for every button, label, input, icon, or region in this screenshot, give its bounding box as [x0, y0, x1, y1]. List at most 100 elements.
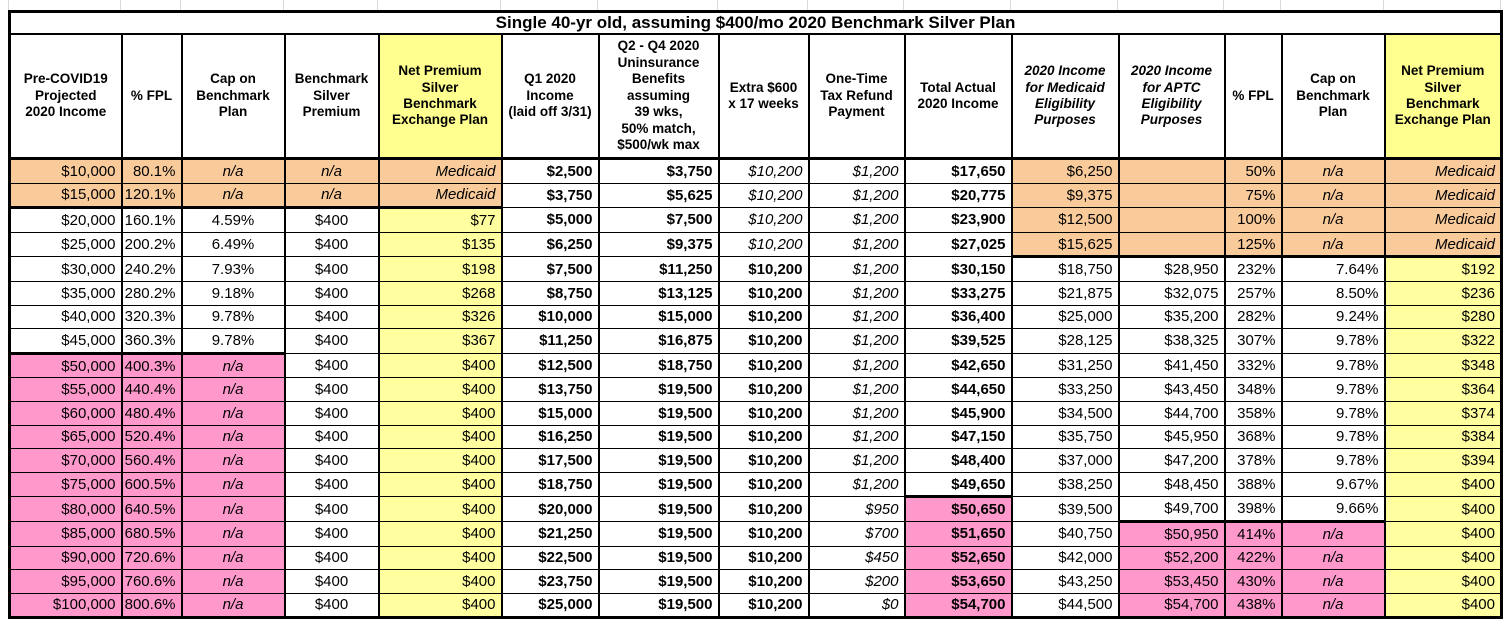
cell-extra-600[interactable]: $10,200: [717, 377, 810, 402]
cell-net-premium[interactable]: $268: [377, 280, 503, 306]
cell-pre-covid-income[interactable]: $90,000: [8, 545, 123, 571]
cell-q2q4-uninsurance[interactable]: $19,500: [597, 496, 720, 522]
cell-tax-refund[interactable]: $1,200: [807, 400, 906, 426]
cell-pct-fpl-2[interactable]: 438%: [1223, 592, 1283, 619]
cell-extra-600[interactable]: $10,200: [717, 182, 810, 209]
cell-pre-covid-income[interactable]: $50,000: [8, 351, 123, 379]
cell-cap-benchmark[interactable]: 7.93%: [180, 256, 286, 282]
cell-income-medicaid[interactable]: $9,375: [1010, 182, 1120, 209]
cell-pct-fpl-2[interactable]: 378%: [1223, 448, 1283, 473]
cell-net-premium-2[interactable]: $400: [1383, 592, 1503, 619]
cell-q2q4-uninsurance[interactable]: $19,500: [597, 471, 720, 498]
cell-income-aptc[interactable]: $47,200: [1117, 448, 1226, 473]
cell-cap-benchmark-2[interactable]: n/a: [1280, 182, 1386, 209]
cell-q1-income[interactable]: $18,750: [500, 471, 600, 498]
cell-pct-fpl-2[interactable]: 398%: [1223, 496, 1283, 522]
cell-cap-benchmark[interactable]: n/a: [180, 158, 286, 184]
col-header-net-premium-2[interactable]: Net Premium Silver Benchmark Exchange Pl…: [1383, 33, 1503, 160]
cell-benchmark-premium[interactable]: $400: [283, 304, 380, 330]
cell-q1-income[interactable]: $13,750: [500, 377, 600, 402]
cell-pre-covid-income[interactable]: $95,000: [8, 569, 123, 594]
cell-tax-refund[interactable]: $700: [807, 520, 906, 547]
cell-tax-refund[interactable]: $1,200: [807, 448, 906, 473]
cell-pct-fpl-2[interactable]: 257%: [1223, 280, 1283, 306]
cell-cap-benchmark-2[interactable]: 9.66%: [1280, 496, 1386, 522]
cell-q2q4-uninsurance[interactable]: $19,500: [597, 448, 720, 473]
cell-cap-benchmark-2[interactable]: n/a: [1280, 545, 1386, 571]
cell-income-medicaid[interactable]: $25,000: [1010, 304, 1120, 330]
cell-cap-benchmark-2[interactable]: 9.24%: [1280, 304, 1386, 330]
cell-q2q4-uninsurance[interactable]: $5,625: [597, 182, 720, 209]
cell-total-actual-income[interactable]: $54,700: [903, 592, 1013, 619]
cell-income-aptc[interactable]: [1117, 207, 1226, 233]
cell-benchmark-premium[interactable]: $400: [283, 592, 380, 619]
cell-q2q4-uninsurance[interactable]: $18,750: [597, 352, 720, 379]
cell-q2q4-uninsurance[interactable]: $19,500: [597, 569, 720, 594]
cell-q1-income[interactable]: $20,000: [500, 496, 600, 522]
cell-total-actual-income[interactable]: $36,400: [903, 304, 1013, 330]
cell-income-medicaid[interactable]: $35,750: [1010, 424, 1120, 450]
col-header-income-aptc[interactable]: 2020 Income for APTC Eligibility Purpose…: [1117, 33, 1226, 160]
cell-pre-covid-income[interactable]: $60,000: [8, 400, 123, 426]
cell-net-premium-2[interactable]: $400: [1383, 545, 1503, 571]
cell-cap-benchmark[interactable]: n/a: [180, 424, 286, 450]
cell-extra-600[interactable]: $10,200: [717, 352, 810, 379]
cell-net-premium[interactable]: $400: [377, 400, 503, 426]
col-header-benchmark-premium[interactable]: Benchmark Silver Premium: [283, 33, 380, 160]
cell-benchmark-premium[interactable]: $400: [283, 569, 380, 594]
cell-net-premium[interactable]: $77: [377, 206, 503, 233]
cell-income-medicaid[interactable]: $31,250: [1010, 352, 1120, 379]
cell-pre-covid-income[interactable]: $70,000: [8, 448, 123, 473]
cell-cap-benchmark[interactable]: n/a: [180, 592, 286, 619]
cell-cap-benchmark-2[interactable]: 7.64%: [1280, 255, 1386, 282]
cell-total-actual-income[interactable]: $42,650: [903, 352, 1013, 379]
cell-net-premium-2[interactable]: $322: [1383, 328, 1503, 354]
cell-total-actual-income[interactable]: $47,150: [903, 424, 1013, 450]
cell-pct-fpl-2[interactable]: 358%: [1223, 400, 1283, 426]
cell-net-premium-2[interactable]: $400: [1383, 471, 1503, 498]
cell-pre-covid-income[interactable]: $35,000: [8, 280, 123, 306]
cell-extra-600[interactable]: $10,200: [717, 448, 810, 473]
cell-extra-600[interactable]: $10,200: [717, 545, 810, 571]
cell-net-premium-2[interactable]: $400: [1383, 569, 1503, 594]
cell-cap-benchmark-2[interactable]: 9.78%: [1280, 328, 1386, 354]
cell-pre-covid-income[interactable]: $40,000: [8, 304, 123, 330]
cell-q2q4-uninsurance[interactable]: $16,875: [597, 328, 720, 354]
cell-q1-income[interactable]: $5,000: [500, 207, 600, 233]
cell-cap-benchmark-2[interactable]: 8.50%: [1280, 280, 1386, 306]
cell-income-aptc[interactable]: $50,950: [1117, 519, 1226, 547]
cell-income-medicaid[interactable]: $6,250: [1010, 158, 1120, 184]
cell-pct-fpl[interactable]: 640.5%: [120, 496, 183, 522]
cell-pct-fpl[interactable]: 360.3%: [120, 328, 183, 354]
cell-cap-benchmark-2[interactable]: n/a: [1280, 569, 1386, 594]
cell-cap-benchmark[interactable]: 9.78%: [180, 304, 286, 330]
cell-income-medicaid[interactable]: $39,500: [1010, 496, 1120, 522]
cell-extra-600[interactable]: $10,200: [717, 328, 810, 354]
cell-total-actual-income[interactable]: $45,900: [903, 400, 1013, 426]
cell-income-medicaid[interactable]: $44,500: [1010, 592, 1120, 619]
cell-net-premium-2[interactable]: $280: [1383, 304, 1503, 330]
cell-pre-covid-income[interactable]: $45,000: [8, 328, 123, 354]
cell-pct-fpl-2[interactable]: 307%: [1223, 328, 1283, 354]
cell-net-premium-2[interactable]: $364: [1383, 377, 1503, 402]
cell-income-medicaid[interactable]: $18,750: [1010, 255, 1120, 282]
cell-extra-600[interactable]: $10,200: [717, 496, 810, 522]
cell-q1-income[interactable]: $16,250: [500, 424, 600, 450]
cell-income-medicaid[interactable]: $21,875: [1010, 280, 1120, 306]
cell-benchmark-premium[interactable]: $400: [283, 424, 380, 450]
cell-extra-600[interactable]: $10,200: [717, 569, 810, 594]
cell-income-medicaid[interactable]: $15,625: [1010, 231, 1120, 258]
cell-cap-benchmark[interactable]: n/a: [180, 400, 286, 426]
cell-pre-covid-income[interactable]: $100,000: [8, 592, 123, 619]
cell-pct-fpl[interactable]: 680.5%: [120, 520, 183, 547]
cell-pct-fpl-2[interactable]: 368%: [1223, 424, 1283, 450]
cell-pre-covid-income[interactable]: $15,000: [8, 182, 123, 209]
cell-q1-income[interactable]: $6,250: [500, 231, 600, 258]
cell-income-aptc[interactable]: $45,950: [1117, 424, 1226, 450]
cell-cap-benchmark[interactable]: n/a: [180, 545, 286, 571]
cell-net-premium[interactable]: $198: [377, 256, 503, 282]
cell-net-premium-2[interactable]: Medicaid: [1383, 231, 1503, 258]
cell-pct-fpl[interactable]: 200.2%: [120, 231, 183, 258]
cell-cap-benchmark[interactable]: 9.78%: [180, 328, 286, 354]
cell-income-aptc[interactable]: $48,450: [1117, 471, 1226, 498]
